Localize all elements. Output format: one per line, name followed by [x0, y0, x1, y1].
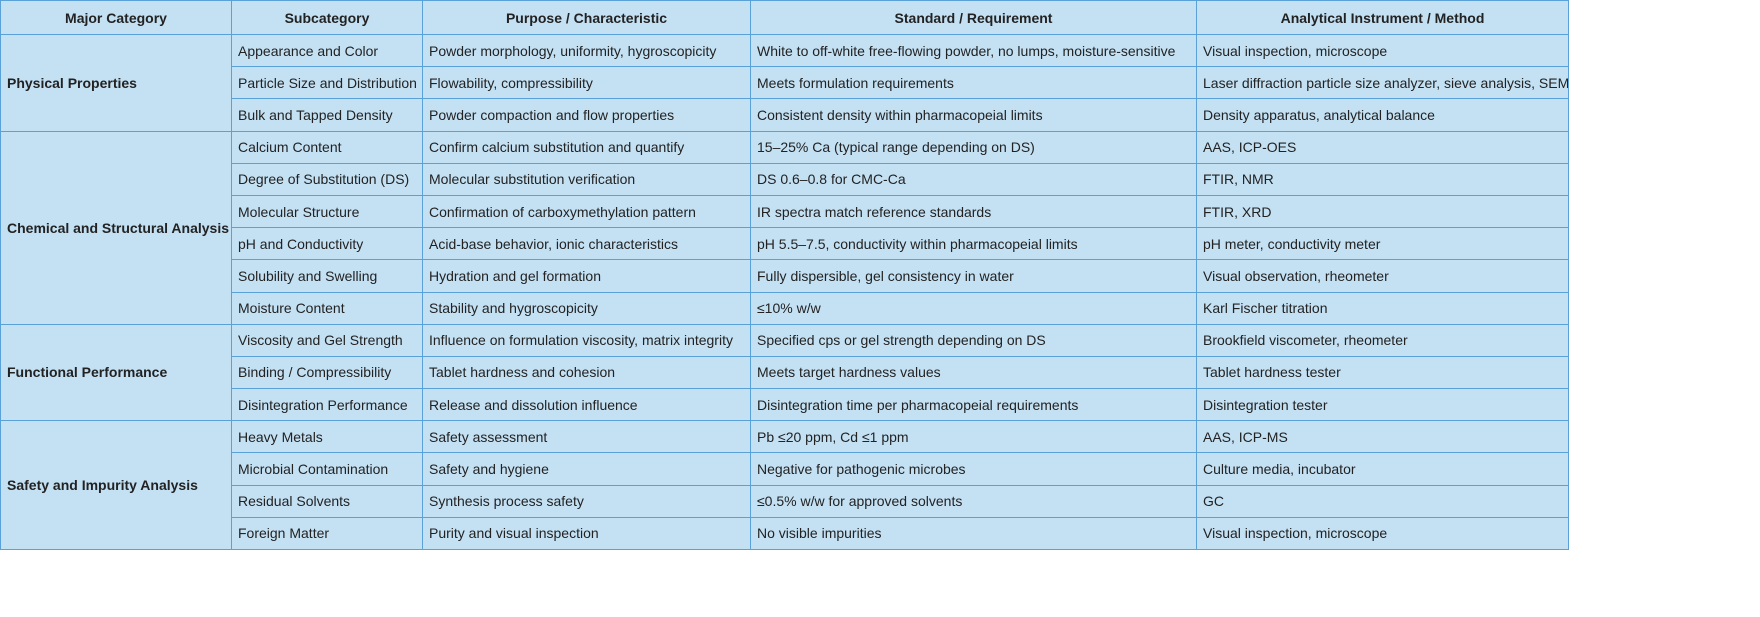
cell: Particle Size and Distribution — [231, 66, 423, 100]
table-row: Particle Size and Distribution Flowabilit… — [1, 66, 1569, 100]
cell: Laser diffraction particle size analyzer… — [1196, 66, 1569, 100]
table-row: Molecular Structure Confirmation of carbo… — [1, 194, 1569, 229]
table-row: Solubility and Swelling Hydration and gel… — [1, 259, 1569, 293]
header-cell: Subcategory — [231, 0, 423, 35]
cell: Meets target hardness values — [750, 355, 1197, 390]
cell: Powder compaction and flow properties — [422, 98, 751, 132]
table-row: Moisture Content Stability and hygroscopi… — [1, 291, 1569, 325]
cell: Disintegration time per pharmacopeial re… — [750, 388, 1197, 422]
cell: Molecular Structure — [231, 194, 423, 229]
cell: GC — [1196, 484, 1569, 518]
cell: Residual Solvents — [231, 484, 423, 518]
cell: Appearance and Color — [231, 33, 423, 68]
cell: Molecular substitution verification — [422, 162, 751, 196]
table-row: pH and Conductivity Acid-base behavior, i… — [1, 227, 1569, 261]
cell: Visual inspection, microscope — [1196, 33, 1569, 68]
cell: Synthesis process safety — [422, 484, 751, 518]
cell: Bulk and Tapped Density — [231, 98, 423, 132]
cell: IR spectra match reference standards — [750, 194, 1197, 229]
cell: Consistent density within pharmacopeial … — [750, 98, 1197, 132]
header-cell: Standard / Requirement — [750, 0, 1197, 35]
cell: Density apparatus, analytical balance — [1196, 98, 1569, 132]
cell: Acid-base behavior, ionic characteristic… — [422, 227, 751, 261]
cell: Fully dispersible, gel consistency in wa… — [750, 259, 1197, 293]
header-cell: Analytical Instrument / Method — [1196, 0, 1569, 35]
cell: pH meter, conductivity meter — [1196, 227, 1569, 261]
category-cell: Safety and Impurity Analysis — [0, 420, 232, 550]
cell: Pb ≤20 ppm, Cd ≤1 ppm — [750, 420, 1197, 454]
cell: No visible impurities — [750, 516, 1197, 551]
cell: Moisture Content — [231, 291, 423, 325]
table-row: Disintegration Performance Release and di… — [1, 388, 1569, 422]
cell: FTIR, NMR — [1196, 162, 1569, 196]
cell: Binding / Compressibility — [231, 355, 423, 390]
cell: Visual observation, rheometer — [1196, 259, 1569, 293]
cell: Powder morphology, uniformity, hygroscop… — [422, 33, 751, 68]
table-row: Microbial Contamination Safety and hygien… — [1, 452, 1569, 486]
cell: Specified cps or gel strength depending … — [750, 323, 1197, 357]
cell: AAS, ICP-MS — [1196, 420, 1569, 454]
cell: Visual inspection, microscope — [1196, 516, 1569, 551]
cell: Degree of Substitution (DS) — [231, 162, 423, 196]
cell: Tablet hardness and cohesion — [422, 355, 751, 390]
table-row: Chemical and Structural Analysis Calcium … — [0, 130, 1569, 325]
table-row: Bulk and Tapped Density Powder compaction… — [1, 98, 1569, 132]
cell: Karl Fischer titration — [1196, 291, 1569, 325]
header-cell: Purpose / Characteristic — [422, 0, 751, 35]
table-row: Binding / Compressibility Tablet hardness… — [1, 355, 1569, 390]
table-row: Safety and Impurity Analysis Heavy Metals… — [0, 420, 1569, 550]
category-cell: Chemical and Structural Analysis — [0, 130, 232, 325]
cell: Tablet hardness tester — [1196, 355, 1569, 390]
cell: AAS, ICP-OES — [1196, 130, 1569, 164]
cell: Release and dissolution influence — [422, 388, 751, 422]
cell: Purity and visual inspection — [422, 516, 751, 551]
cell: ≤10% w/w — [750, 291, 1197, 325]
cell: Disintegration Performance — [231, 388, 423, 422]
cell: pH 5.5–7.5, conductivity within pharmaco… — [750, 227, 1197, 261]
table-row: Foreign Matter Purity and visual inspecti… — [1, 516, 1569, 551]
cell: Microbial Contamination — [231, 452, 423, 486]
table-body: Physical Properties Appearance and Color P… — [0, 33, 1569, 551]
table-row: Physical Properties Appearance and Color P… — [0, 33, 1569, 132]
cell: ≤0.5% w/w for approved solvents — [750, 484, 1197, 518]
cell: Flowability, compressibility — [422, 66, 751, 100]
cell: Negative for pathogenic microbes — [750, 452, 1197, 486]
table-row: Residual Solvents Synthesis process safet… — [1, 484, 1569, 518]
table-row: Degree of Substitution (DS) Molecular sub… — [1, 162, 1569, 196]
cell: 15–25% Ca (typical range depending on DS… — [750, 130, 1197, 164]
cell: Influence on formulation viscosity, matr… — [422, 323, 751, 357]
cell: Viscosity and Gel Strength — [231, 323, 423, 357]
cell: Brookfield viscometer, rheometer — [1196, 323, 1569, 357]
cell: Heavy Metals — [231, 420, 423, 454]
cell: Confirmation of carboxymethylation patte… — [422, 194, 751, 229]
cell: Solubility and Swelling — [231, 259, 423, 293]
cell: Confirm calcium substitution and quantif… — [422, 130, 751, 164]
cell: Hydration and gel formation — [422, 259, 751, 293]
cell: Culture media, incubator — [1196, 452, 1569, 486]
cell: DS 0.6–0.8 for CMC-Ca — [750, 162, 1197, 196]
cell: Calcium Content — [231, 130, 423, 164]
cell: Foreign Matter — [231, 516, 423, 551]
cell: Disintegration tester — [1196, 388, 1569, 422]
cell: Safety and hygiene — [422, 452, 751, 486]
cell: Meets formulation requirements — [750, 66, 1197, 100]
cell: Stability and hygroscopicity — [422, 291, 751, 325]
header-cell: Major Category — [0, 0, 232, 35]
cell: White to off-white free-flowing powder, … — [750, 33, 1197, 68]
header-row: Major Category Subcategory Purpose / Chara… — [0, 0, 1569, 35]
category-cell: Functional Performance — [0, 323, 232, 422]
spec-table: Major Category Subcategory Purpose / Chara… — [0, 0, 1569, 551]
cell: FTIR, XRD — [1196, 194, 1569, 229]
cell: Safety assessment — [422, 420, 751, 454]
cell: pH and Conductivity — [231, 227, 423, 261]
table-row: Functional Performance Viscosity and Gel … — [0, 323, 1569, 422]
category-cell: Physical Properties — [0, 34, 232, 132]
